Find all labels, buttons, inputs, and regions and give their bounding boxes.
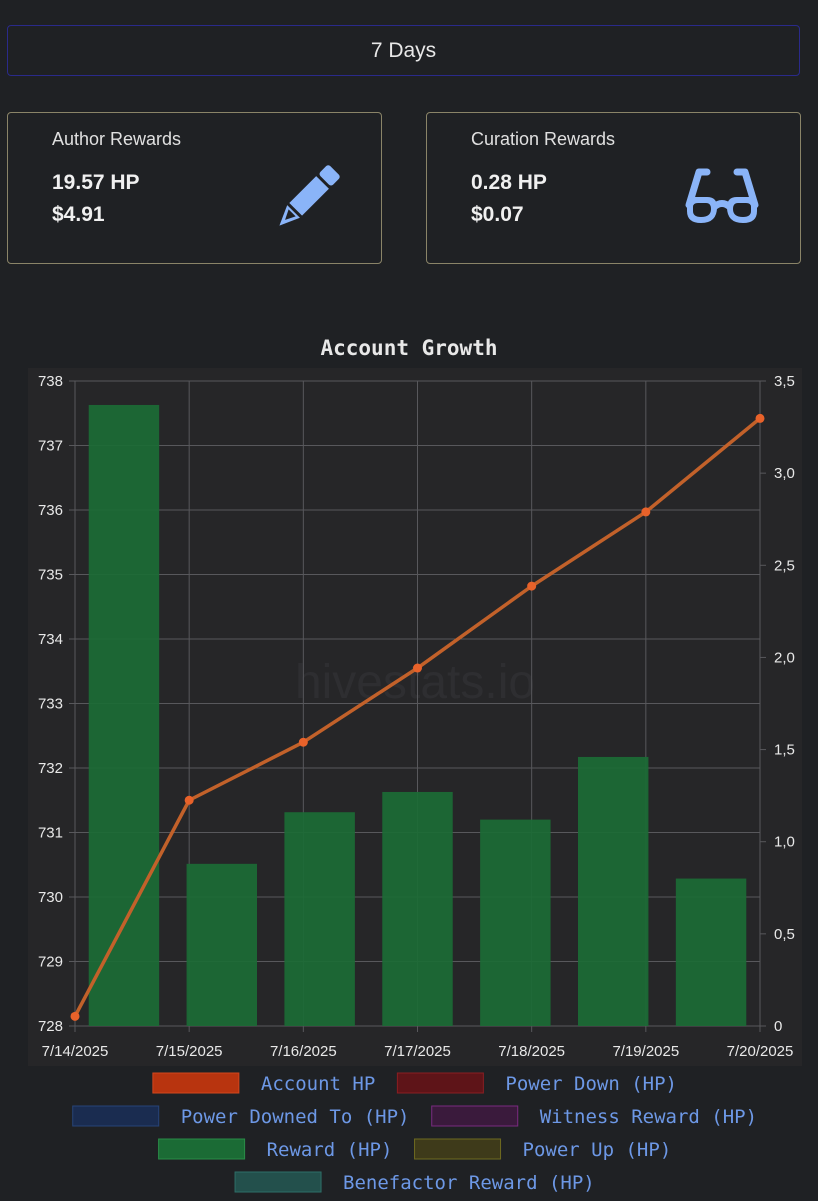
account-hp-point (413, 663, 422, 673)
x-tick-label: 7/19/2025 (612, 1043, 679, 1060)
legend-swatch[interactable] (158, 1138, 246, 1160)
left-tick-label: 732 (38, 760, 63, 777)
left-tick-label: 728 (38, 1018, 63, 1035)
account-hp-point (755, 413, 765, 423)
x-tick-label: 7/16/2025 (270, 1043, 337, 1060)
left-tick-label: 737 (38, 438, 63, 455)
right-tick-label: 1,0 (774, 834, 795, 851)
right-tick-label: 2,5 (774, 557, 795, 574)
left-tick-label: 736 (38, 502, 63, 519)
reward-bar (382, 791, 453, 1026)
period-7-days-button[interactable]: 7 Days (7, 25, 800, 76)
author-rewards-hp: 19.57 HP (52, 171, 140, 194)
reward-bar (480, 819, 551, 1026)
legend-swatch[interactable] (431, 1105, 519, 1127)
legend-label[interactable]: Account HP (261, 1073, 375, 1095)
x-tick-label: 7/17/2025 (384, 1043, 451, 1060)
left-tick-label: 731 (38, 825, 63, 842)
curation-rewards-card: Curation Rewards 0.28 HP $0.07 (426, 112, 801, 264)
reward-bar (675, 878, 747, 1026)
curation-rewards-hp: 0.28 HP (471, 171, 547, 194)
legend-swatch[interactable] (414, 1138, 502, 1160)
x-tick-label: 7/20/2025 (727, 1043, 794, 1060)
left-tick-label: 730 (38, 889, 63, 906)
left-tick-label: 729 (38, 954, 63, 971)
reward-bar (577, 756, 649, 1026)
right-tick-label: 0,5 (774, 926, 795, 943)
legend-label[interactable]: Benefactor Reward (HP) (343, 1172, 595, 1194)
account-hp-point (184, 795, 194, 805)
right-tick-label: 1,5 (774, 742, 795, 759)
legend-label[interactable]: Reward (HP) (267, 1139, 393, 1161)
glasses-icon (685, 168, 759, 223)
author-rewards-usd: $4.91 (52, 203, 105, 226)
pencil-icon (279, 165, 340, 226)
curation-rewards-title: Curation Rewards (471, 129, 616, 149)
x-tick-label: 7/14/2025 (42, 1043, 109, 1060)
chart-title: Account Growth (320, 336, 498, 360)
legend-swatch[interactable] (152, 1072, 240, 1094)
legend-swatch[interactable] (72, 1105, 160, 1127)
right-tick-label: 3,5 (774, 373, 795, 390)
watermark-text: hivestats.io (295, 656, 535, 709)
legend-label[interactable]: Power Up (HP) (523, 1139, 672, 1161)
reward-bar (284, 812, 355, 1026)
account-hp-point (641, 507, 651, 517)
author-rewards-card: Author Rewards 19.57 HP $4.91 (7, 112, 382, 264)
left-tick-label: 735 (38, 567, 63, 584)
account-growth-chart: hivestats.io 738 737 736 735 734 733 732 731 730… (28, 368, 802, 1194)
account-hp-point (527, 581, 537, 591)
right-tick-label: 3,0 (774, 465, 795, 482)
left-tick-label: 734 (38, 631, 63, 648)
reward-bar (88, 404, 160, 1026)
legend-label[interactable]: Power Down (HP) (505, 1073, 677, 1095)
right-tick-label: 2,0 (774, 649, 795, 666)
reward-bar (186, 863, 258, 1026)
right-tick-label: 0 (774, 1018, 782, 1035)
legend-label[interactable]: Witness Reward (HP) (540, 1106, 757, 1128)
account-hp-point (70, 1011, 80, 1021)
author-rewards-title: Author Rewards (52, 129, 182, 149)
account-hp-point (298, 737, 308, 747)
curation-rewards-usd: $0.07 (471, 203, 524, 226)
x-tick-label: 7/18/2025 (498, 1043, 565, 1060)
legend-label[interactable]: Power Downed To (HP) (181, 1106, 410, 1128)
legend-swatch[interactable] (396, 1072, 484, 1094)
period-label: 7 Days (370, 38, 437, 62)
x-tick-label: 7/15/2025 (156, 1043, 223, 1060)
legend-swatch[interactable] (234, 1171, 322, 1193)
left-tick-label: 738 (38, 373, 63, 390)
left-tick-label: 733 (38, 696, 63, 713)
